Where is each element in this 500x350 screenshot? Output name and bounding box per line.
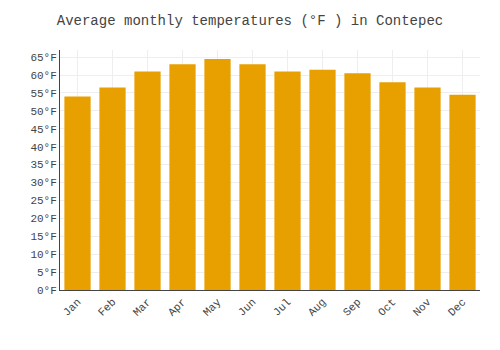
svg-text:Nov: Nov: [411, 296, 434, 319]
svg-text:50°F: 50°F: [30, 106, 56, 118]
svg-text:Jul: Jul: [271, 296, 293, 318]
svg-text:65°F: 65°F: [30, 52, 56, 64]
svg-text:60°F: 60°F: [30, 70, 56, 82]
svg-text:Jun: Jun: [236, 296, 258, 318]
svg-text:30°F: 30°F: [30, 177, 56, 189]
svg-text:40°F: 40°F: [30, 142, 56, 154]
svg-text:10°F: 10°F: [30, 249, 56, 261]
svg-text:0°F: 0°F: [37, 285, 57, 297]
svg-text:55°F: 55°F: [30, 88, 56, 100]
svg-text:20°F: 20°F: [30, 213, 56, 225]
svg-text:May: May: [201, 296, 224, 319]
svg-text:Mar: Mar: [131, 296, 153, 318]
svg-text:45°F: 45°F: [30, 124, 56, 136]
svg-text:Dec: Dec: [446, 296, 468, 318]
svg-text:5°F: 5°F: [37, 267, 57, 279]
svg-text:25°F: 25°F: [30, 195, 56, 207]
svg-text:Jan: Jan: [61, 296, 83, 318]
svg-text:Average monthly temperatures (: Average monthly temperatures (°F ) in Co…: [57, 13, 443, 29]
svg-text:35°F: 35°F: [30, 159, 56, 171]
svg-text:Oct: Oct: [376, 296, 398, 318]
svg-text:Sep: Sep: [341, 296, 363, 318]
svg-text:Feb: Feb: [96, 296, 118, 318]
svg-text:Aug: Aug: [306, 296, 328, 318]
svg-text:15°F: 15°F: [30, 231, 56, 243]
svg-text:Apr: Apr: [166, 296, 188, 318]
